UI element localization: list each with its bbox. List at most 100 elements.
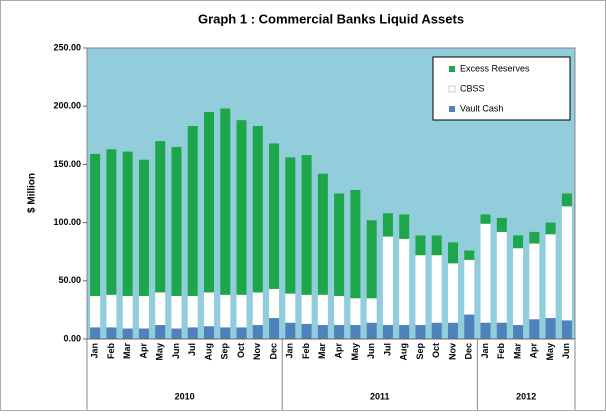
bar-segment xyxy=(187,295,198,328)
x-tick-label: Jul xyxy=(382,343,392,356)
x-tick-label: May xyxy=(155,343,165,361)
bar-segment xyxy=(252,292,263,326)
bar-segment xyxy=(529,231,540,244)
year-label: 2011 xyxy=(370,391,390,401)
bar-segment xyxy=(90,153,101,296)
bar-segment xyxy=(382,325,393,339)
x-tick-label: Oct xyxy=(431,343,441,358)
bar-segment xyxy=(90,327,101,339)
bar-segment xyxy=(187,327,198,339)
legend-swatch xyxy=(448,85,456,93)
bar-segment xyxy=(204,112,214,293)
bar-segment xyxy=(171,146,182,296)
bar-segment xyxy=(366,322,377,339)
bar-segment xyxy=(252,125,263,293)
year-label: 2012 xyxy=(516,391,536,401)
bar-segment xyxy=(122,151,133,296)
bar-segment xyxy=(513,248,524,326)
bar-segment xyxy=(90,295,101,328)
bar-segment xyxy=(220,327,231,339)
y-tick-label: 150.00 xyxy=(53,159,81,169)
bar-segment xyxy=(431,235,442,256)
bar-segment xyxy=(187,125,198,296)
x-tick-label: Mar xyxy=(317,343,327,360)
bar-segment xyxy=(431,322,442,339)
bar-segment xyxy=(431,255,442,323)
legend-swatch xyxy=(449,106,455,112)
legend-box xyxy=(432,56,571,121)
x-tick-label: Jul xyxy=(187,343,197,356)
bar-segment xyxy=(106,294,117,328)
x-tick-label: Jan xyxy=(90,343,100,359)
x-tick-label: May xyxy=(545,343,555,361)
bar-segment xyxy=(138,328,149,339)
x-tick-label: Feb xyxy=(496,343,506,360)
x-tick-label: Sep xyxy=(220,343,230,360)
y-axis-label: $ Million xyxy=(27,173,38,213)
x-tick-label: Nov xyxy=(252,343,262,360)
bar-segment xyxy=(171,328,182,339)
bar-segment xyxy=(334,193,345,296)
bar-segment xyxy=(301,323,312,339)
bar-segment xyxy=(334,325,345,339)
x-tick-label: Jun xyxy=(366,343,376,359)
bar-segment xyxy=(415,325,426,339)
bar-segment xyxy=(545,234,556,319)
x-tick-label: Apr xyxy=(138,343,148,359)
x-tick-label: Feb xyxy=(106,343,116,360)
bar-segment xyxy=(366,220,377,299)
bar-segment xyxy=(382,213,393,237)
bar-segment xyxy=(399,214,410,239)
x-tick-label: Apr xyxy=(529,343,539,359)
x-tick-label: Sep xyxy=(415,343,425,360)
bar-segment xyxy=(317,294,328,326)
x-tick-label: Jun xyxy=(171,343,181,359)
bar-segment xyxy=(236,120,247,295)
bar-segment xyxy=(496,217,507,232)
bar-segment xyxy=(252,325,263,339)
bar-segment xyxy=(122,328,133,339)
bar-segment xyxy=(285,293,296,323)
bar-segment xyxy=(448,322,458,339)
bar-segment xyxy=(138,295,149,329)
bar-segment xyxy=(155,292,166,326)
legend-label: Excess Reserves xyxy=(460,63,530,73)
bar-segment xyxy=(545,318,556,339)
bar-segment xyxy=(106,327,117,339)
bar-segment xyxy=(448,263,458,323)
bar-segment xyxy=(204,292,214,327)
bar-segment xyxy=(480,322,491,339)
bar-segment xyxy=(448,242,458,264)
bar-segment xyxy=(561,206,572,321)
bar-segment xyxy=(269,318,280,339)
bar-segment xyxy=(155,141,166,293)
legend-swatch xyxy=(449,66,455,72)
bar-segment xyxy=(122,295,133,329)
bar-segment xyxy=(464,259,475,315)
bar-segment xyxy=(236,294,247,328)
x-tick-label: Aug xyxy=(203,343,213,361)
bar-segment xyxy=(529,243,540,320)
bar-segment xyxy=(269,143,280,289)
bar-segment xyxy=(138,159,149,296)
y-tick-label: 50.00 xyxy=(58,275,81,285)
bar-segment xyxy=(513,235,524,249)
bar-segment xyxy=(496,231,507,323)
bar-segment xyxy=(382,236,393,326)
legend-label: Vault Cash xyxy=(460,103,503,113)
bar-segment xyxy=(301,294,312,324)
bar-segment xyxy=(236,327,247,339)
x-tick-label: Dec xyxy=(464,343,474,360)
bar-segment xyxy=(317,325,328,339)
bar-segment xyxy=(301,155,312,295)
x-tick-label: Mar xyxy=(122,343,132,360)
bar-segment xyxy=(480,223,491,323)
bar-segment xyxy=(561,320,572,339)
bar-segment xyxy=(350,190,361,299)
bar-segment xyxy=(220,294,231,328)
bar-segment xyxy=(269,288,280,319)
x-tick-label: May xyxy=(350,343,360,361)
bar-segment xyxy=(464,250,475,260)
x-tick-label: Dec xyxy=(268,343,278,360)
